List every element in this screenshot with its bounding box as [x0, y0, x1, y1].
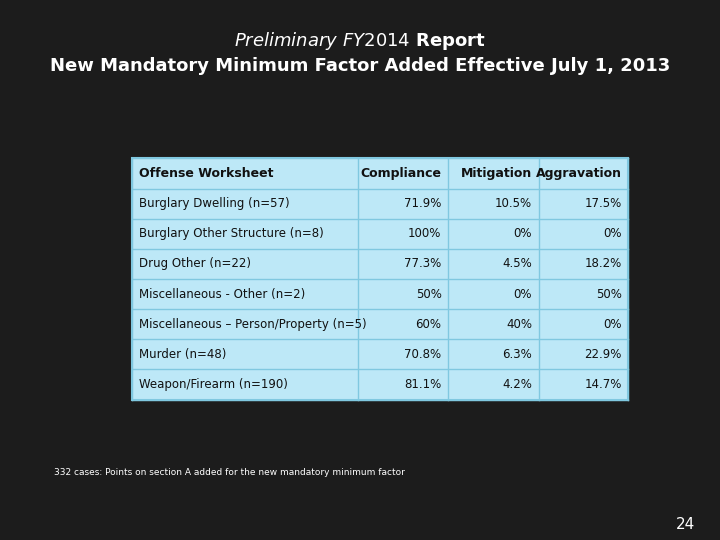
Text: 77.3%: 77.3% [404, 258, 441, 271]
Text: 50%: 50% [596, 287, 622, 300]
Text: 24: 24 [675, 517, 695, 532]
Text: 332 cases: Points on section A added for the new mandatory minimum factor: 332 cases: Points on section A added for… [54, 468, 405, 477]
Text: $\mathit{Preliminary\ FY2014}$ Report: $\mathit{Preliminary\ FY2014}$ Report [234, 30, 486, 51]
Text: 17.5%: 17.5% [585, 197, 622, 210]
Text: 81.1%: 81.1% [404, 378, 441, 391]
Text: 4.2%: 4.2% [502, 378, 532, 391]
Text: Weapon/Firearm (n=190): Weapon/Firearm (n=190) [138, 378, 287, 391]
Text: 10.5%: 10.5% [495, 197, 532, 210]
Text: Aggravation: Aggravation [536, 167, 622, 180]
Text: 50%: 50% [415, 287, 441, 300]
Text: Burglary Other Structure (n=8): Burglary Other Structure (n=8) [138, 227, 323, 240]
Text: 60%: 60% [415, 318, 441, 330]
Text: Burglary Dwelling (n=57): Burglary Dwelling (n=57) [138, 197, 289, 210]
Text: 0%: 0% [603, 227, 622, 240]
Text: Drug Other (n=22): Drug Other (n=22) [138, 258, 251, 271]
Text: Miscellaneous – Person/Property (n=5): Miscellaneous – Person/Property (n=5) [138, 318, 366, 330]
Text: 6.3%: 6.3% [502, 348, 532, 361]
Text: 14.7%: 14.7% [585, 378, 622, 391]
Text: Mitigation: Mitigation [461, 167, 532, 180]
Text: 4.5%: 4.5% [502, 258, 532, 271]
Text: 18.2%: 18.2% [585, 258, 622, 271]
Text: New Mandatory Minimum Factor Added Effective July 1, 2013: New Mandatory Minimum Factor Added Effec… [50, 57, 670, 76]
FancyBboxPatch shape [132, 158, 629, 400]
Text: 100%: 100% [408, 227, 441, 240]
Text: 0%: 0% [513, 227, 532, 240]
Text: Murder (n=48): Murder (n=48) [138, 348, 226, 361]
Text: 0%: 0% [603, 318, 622, 330]
Text: Offense Worksheet: Offense Worksheet [138, 167, 273, 180]
Text: Compliance: Compliance [361, 167, 441, 180]
Text: 70.8%: 70.8% [405, 348, 441, 361]
Text: 0%: 0% [513, 287, 532, 300]
Text: 40%: 40% [506, 318, 532, 330]
Text: Miscellaneous - Other (n=2): Miscellaneous - Other (n=2) [138, 287, 305, 300]
Text: 22.9%: 22.9% [585, 348, 622, 361]
Text: 71.9%: 71.9% [404, 197, 441, 210]
